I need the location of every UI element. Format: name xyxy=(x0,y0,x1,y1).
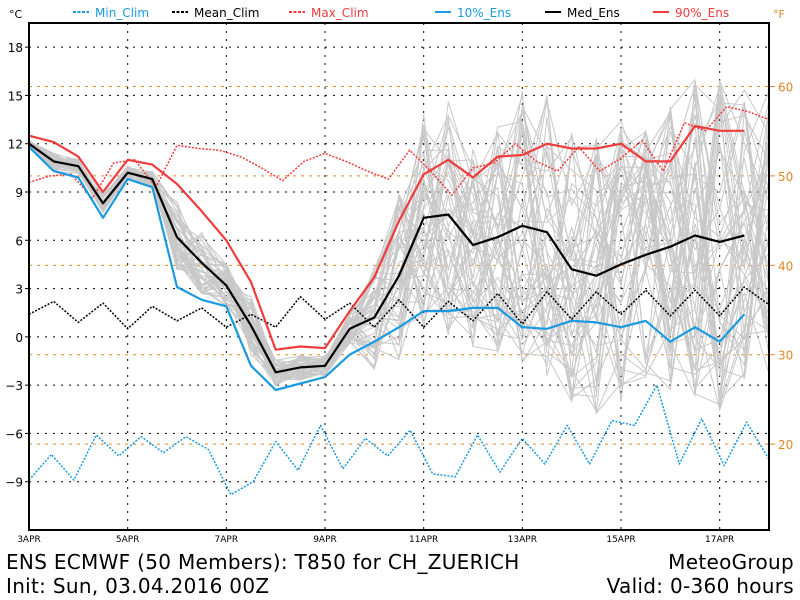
x-tick-label: 5APR xyxy=(116,535,140,545)
y-tick-label-c: 3 xyxy=(15,283,23,297)
x-tick-label: 13APR xyxy=(508,535,537,545)
x-tick-label: 3APR xyxy=(17,535,41,545)
y-tick-label-f: 50 xyxy=(778,170,793,184)
provider-label: MeteoGroup xyxy=(668,550,794,574)
y-tick-label-c: −9 xyxy=(5,476,23,490)
y-tick-label-c: 15 xyxy=(8,89,23,103)
legend-label: Mean_Clim xyxy=(194,6,259,20)
y-tick-label-c: −3 xyxy=(5,379,23,393)
ensemble-member-line xyxy=(28,145,770,380)
ensemble-members xyxy=(28,78,770,415)
right-unit-label: °F xyxy=(773,8,785,21)
series xyxy=(28,105,770,496)
x-tick-label: 9APR xyxy=(313,535,337,545)
legend-label: 10%_Ens xyxy=(457,6,511,20)
plot-frame xyxy=(28,22,770,531)
legend-label: Max_Clim xyxy=(311,6,369,20)
y-tick-label-c: 12 xyxy=(8,138,23,152)
ensemble-member-line xyxy=(28,114,770,376)
legend-label: 90%_Ens xyxy=(675,6,729,20)
x-tick-label: 11APR xyxy=(409,535,438,545)
chart-title: ENS ECMWF (50 Members): T850 for CH_ZUER… xyxy=(6,550,520,574)
y-tick-label-f: 20 xyxy=(778,438,793,452)
legend-label: Med_Ens xyxy=(567,6,620,20)
x-tick-label: 17APR xyxy=(705,535,734,545)
y-tick-label-c: 0 xyxy=(15,331,23,345)
y-tick-label-c: 6 xyxy=(15,234,23,248)
series-min-clim xyxy=(28,384,770,496)
y-tick-label-f: 30 xyxy=(778,349,793,363)
legend: Min_Clim Mean_Clim Max_Clim 10%_Ens Med_Ens 9… xyxy=(73,6,729,20)
init-time: Init: Sun, 03.04.2016 00Z xyxy=(6,574,270,598)
x-tick-label: 7APR xyxy=(215,535,239,545)
ensemble-member-line xyxy=(28,102,770,376)
series-10--ens xyxy=(28,146,746,392)
series-90--ens xyxy=(28,124,745,351)
series-max-clim xyxy=(28,105,770,200)
series-med-ens xyxy=(28,142,745,374)
y-tick-label-f: 60 xyxy=(778,80,793,94)
y-tick-label-c: 9 xyxy=(15,186,23,200)
valid-range: Valid: 0-360 hours xyxy=(606,574,794,598)
series-mean-clim xyxy=(28,286,770,330)
x-tick-label: 15APR xyxy=(606,535,635,545)
ensemble-member-line xyxy=(28,137,770,375)
ensemble-member-line xyxy=(28,104,770,379)
legend-label: Min_Clim xyxy=(95,6,149,20)
y-tick-label-f: 40 xyxy=(778,259,793,273)
ensemble-member-line xyxy=(28,120,770,402)
y-tick-label-c: −6 xyxy=(5,427,23,441)
y-tick-label-c: 18 xyxy=(8,41,23,55)
left-unit-label: °C xyxy=(9,8,23,21)
